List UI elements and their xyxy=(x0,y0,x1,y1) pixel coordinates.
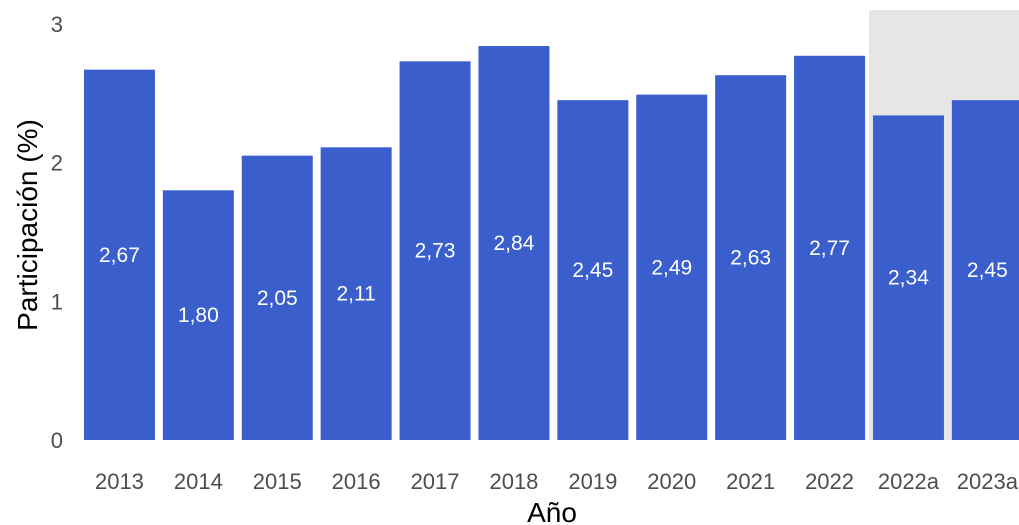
x-axis: 2013 2014 2015 2016 2017 2018 2019 2020 2021 2022… xyxy=(95,469,1019,494)
bar-value-label-2022: 2,77 xyxy=(809,237,850,260)
x-tick-label-2020: 2020 xyxy=(647,469,696,494)
bar-2015 xyxy=(241,155,313,441)
x-tick-label-2019: 2019 xyxy=(568,469,617,494)
y-tick-label-1: 1 xyxy=(51,289,63,314)
bar-value-label-2020: 2,49 xyxy=(651,256,692,279)
bar-2022 xyxy=(794,55,866,440)
x-tick-label-2017: 2017 xyxy=(411,469,460,494)
bar-value-label-2018: 2,84 xyxy=(494,232,535,255)
x-tick-label-2023a: 2023a xyxy=(957,469,1019,494)
bar-2021 xyxy=(715,75,787,441)
x-tick-label-2022a: 2022a xyxy=(878,469,940,494)
x-tick-label-2016: 2016 xyxy=(332,469,381,494)
bar-2013 xyxy=(83,69,155,440)
bar-value-label-2014: 1,80 xyxy=(178,304,219,327)
bar-value-label-2019: 2,45 xyxy=(572,259,613,282)
y-axis-title: Participación (%) xyxy=(12,119,43,331)
bar-2014 xyxy=(162,190,234,440)
y-axis: 0 1 2 3 xyxy=(51,12,63,453)
bar-labels-layer: 2,67 1,80 2,05 2,11 2,73 2,84 2,45 2,49 2,63 2,77… xyxy=(99,232,1008,327)
bar-2017 xyxy=(399,61,471,441)
bar-value-label-2016: 2,11 xyxy=(336,283,375,306)
x-tick-label-2018: 2018 xyxy=(489,469,538,494)
bar-2016 xyxy=(320,147,392,441)
bar-2020 xyxy=(636,94,708,440)
bar-2019 xyxy=(557,100,629,441)
x-tick-label-2013: 2013 xyxy=(95,469,144,494)
bar-value-label-2021: 2,63 xyxy=(730,247,771,270)
x-tick-label-2014: 2014 xyxy=(174,469,223,494)
y-tick-label-0: 0 xyxy=(51,428,63,453)
bar-2018 xyxy=(478,46,550,441)
bar-value-label-2017: 2,73 xyxy=(415,240,456,263)
bars-layer xyxy=(83,46,1019,441)
bar-2023a xyxy=(951,100,1019,441)
bar-2022a xyxy=(872,115,944,440)
bar-value-label-2022a: 2,34 xyxy=(888,267,929,290)
y-tick-label-2: 2 xyxy=(51,151,63,176)
y-tick-label-3: 3 xyxy=(51,12,63,37)
x-axis-title: Año xyxy=(527,497,577,525)
x-tick-label-2022: 2022 xyxy=(805,469,854,494)
bar-value-label-2013: 2,67 xyxy=(99,244,140,267)
x-tick-label-2021: 2021 xyxy=(726,469,775,494)
bar-value-label-2015: 2,05 xyxy=(257,287,298,310)
bar-value-label-2023a: 2,45 xyxy=(967,259,1008,282)
x-tick-label-2015: 2015 xyxy=(253,469,302,494)
